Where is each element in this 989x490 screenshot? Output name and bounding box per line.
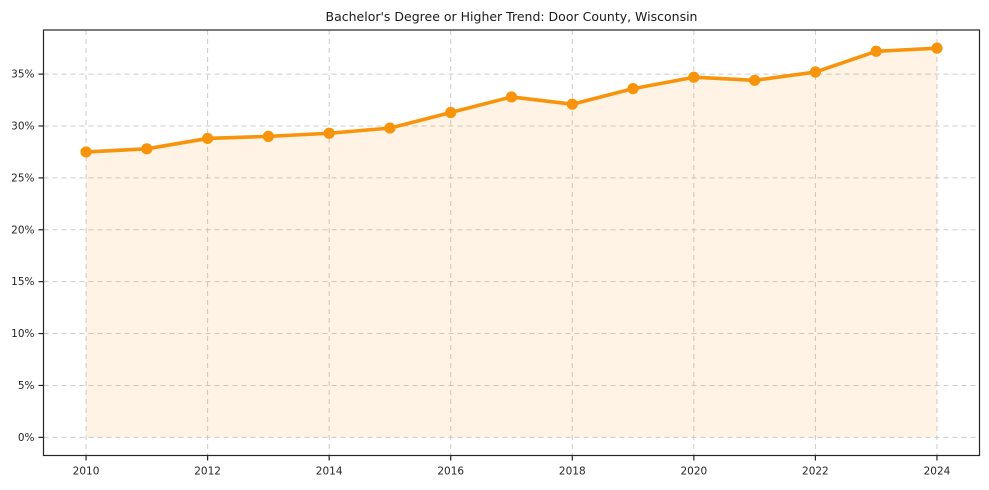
y-tick-label-20: 20%: [11, 224, 34, 236]
data-point-2018: [566, 98, 578, 110]
axis-tick-labels: 0% 5% 10% 15% 20% 25% 30% 35% 2010 2012 2014 2016 20…: [11, 69, 950, 478]
gridlines: [43, 30, 980, 456]
y-tick-label-10: 10%: [11, 328, 34, 340]
data-point-2013: [262, 130, 274, 142]
data-point-2017: [505, 91, 518, 103]
y-tick-label-35: 35%: [11, 69, 34, 81]
y-tick-label-5: 5%: [18, 380, 35, 392]
data-point-2012: [202, 132, 214, 145]
data-point-2021: [749, 74, 761, 86]
x-tick-label-2022: 2022: [802, 466, 829, 478]
data-point-2024: [931, 42, 943, 54]
data-point-2020: [688, 71, 700, 83]
y-tick-label-25: 25%: [11, 172, 34, 184]
data-point-2015: [384, 122, 396, 134]
x-tick-label-2024: 2024: [924, 466, 951, 478]
y-tick-label-0: 0%: [18, 432, 35, 444]
x-tick-label-2018: 2018: [559, 466, 586, 478]
area-fill: [86, 48, 937, 438]
x-tick-label-2020: 2020: [680, 466, 707, 478]
plot-border: [42, 29, 981, 457]
data-point-2011: [141, 143, 153, 155]
data-point-2016: [445, 106, 457, 119]
data-point-2010: [80, 146, 92, 158]
data-point-2014: [323, 127, 335, 139]
x-tick-label-2014: 2014: [316, 466, 343, 478]
data-point-2023: [870, 45, 882, 57]
x-tick-label-2010: 2010: [73, 466, 100, 478]
data-point-markers: [80, 42, 943, 158]
data-point-2019: [627, 83, 639, 95]
axis-ticks: [38, 73, 938, 461]
chart-title: Bachelor's Degree or Higher Trend: Door …: [326, 9, 698, 24]
y-tick-label-30: 30%: [11, 120, 34, 132]
y-tick-label-15: 15%: [11, 276, 34, 288]
data-point-2022: [809, 66, 821, 78]
x-tick-label-2012: 2012: [194, 466, 221, 478]
x-tick-label-2016: 2016: [437, 466, 464, 478]
